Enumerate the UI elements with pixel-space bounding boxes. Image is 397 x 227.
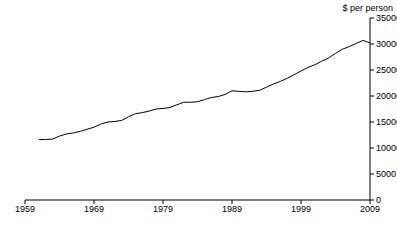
svg-text:1959: 1959 — [15, 204, 35, 214]
svg-text:1969: 1969 — [84, 204, 104, 214]
svg-text:30000: 30000 — [376, 39, 389, 49]
svg-text:1989: 1989 — [222, 204, 242, 214]
svg-text:15000: 15000 — [376, 117, 389, 127]
svg-text:2009: 2009 — [360, 204, 380, 214]
svg-text:5000: 5000 — [376, 169, 389, 179]
svg-text:25000: 25000 — [376, 65, 389, 75]
svg-text:0: 0 — [376, 195, 381, 205]
svg-text:1999: 1999 — [291, 204, 311, 214]
svg-text:20000: 20000 — [376, 91, 389, 101]
svg-text:35000: 35000 — [376, 13, 389, 23]
svg-text:1979: 1979 — [153, 204, 173, 214]
svg-text:10000: 10000 — [376, 143, 389, 153]
html-text:$ per person: $ per person — [342, 3, 393, 13]
